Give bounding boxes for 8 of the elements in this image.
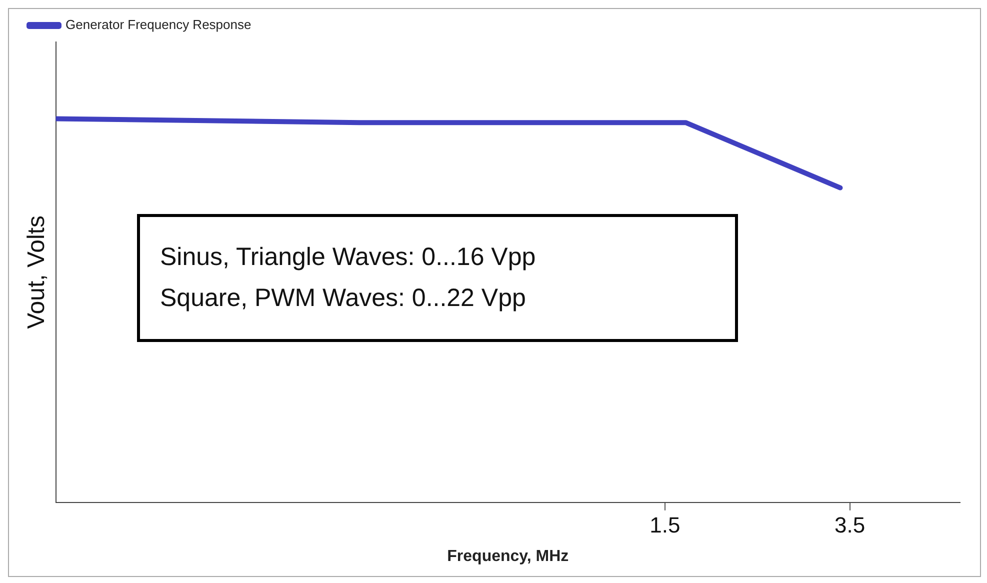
annotation: Sinus, Triangle Waves: 0...16 Vpp — [160, 243, 537, 272]
note-box: Sinus, Triangle Waves: 0...16 Vpp Square, PWM Waves: 0...22 Vpp — [137, 214, 738, 342]
x-axis-title: Frequency, MHz — [447, 548, 569, 565]
y-axis-title: Vout, Volts — [23, 215, 50, 329]
legend-label: Generator Frequency Response — [66, 17, 252, 32]
x-tick-label: 1.5 — [650, 512, 680, 538]
annotation: Square, PWM Waves: 0...22 Vpp — [160, 284, 527, 313]
x-tick-label: 3.5 — [834, 512, 866, 538]
